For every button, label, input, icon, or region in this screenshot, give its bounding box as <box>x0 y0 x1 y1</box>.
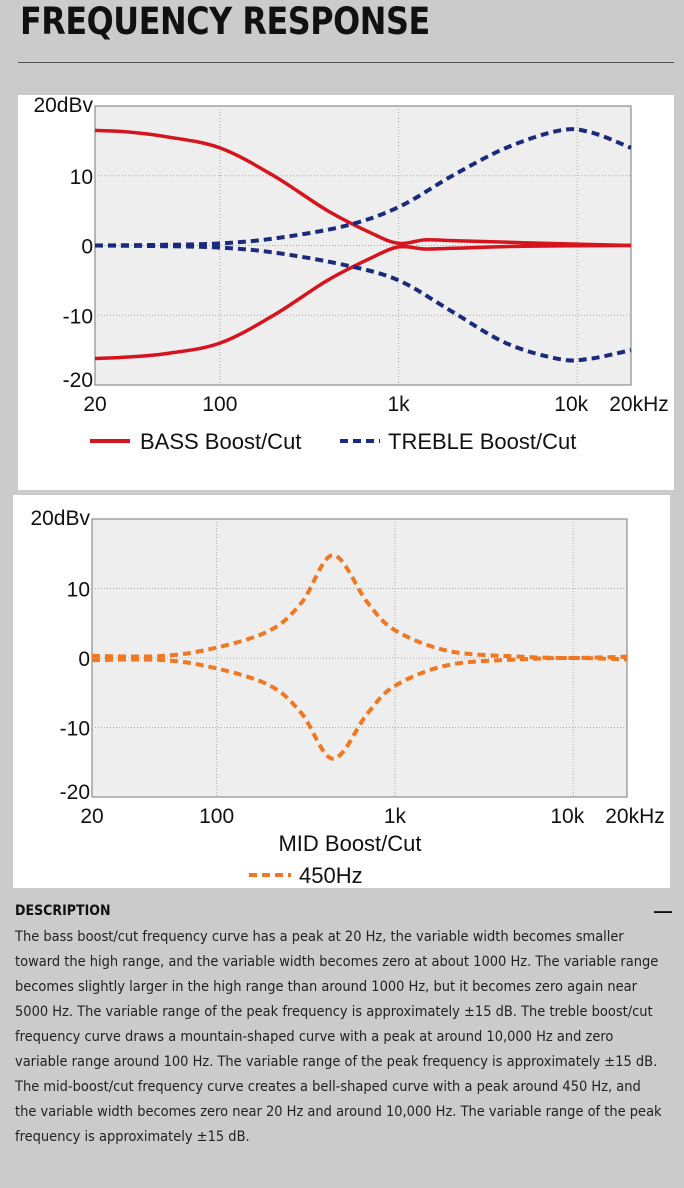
series-line-bass-boost-cut-boost <box>94 128 632 248</box>
description-heading: DESCRIPTION <box>15 903 111 919</box>
x-tick-label: 1k <box>387 393 410 416</box>
y-tick-label: -10 <box>63 305 93 328</box>
description-text: The bass boost/cut frequency curve has a… <box>15 929 662 1145</box>
bass-treble-chart-panel: 20 100 1k 10k 20kHz 20dBv 10 0 -10 -20 BASS Boost/… <box>18 94 674 490</box>
x-tick-label: 20kHz <box>605 805 665 828</box>
series-line-treble-boost-cut-cut <box>94 243 632 363</box>
page-title: FREQUENCY RESPONSE <box>20 0 430 43</box>
y-tick-label: 20dBv <box>30 507 90 530</box>
legend-label-mid: 450Hz <box>299 863 363 888</box>
y-tick-label: -10 <box>60 718 90 741</box>
x-tick-label: 1k <box>384 805 407 828</box>
y-tick-label: -20 <box>60 781 90 804</box>
y-tick-label: 0 <box>78 648 90 671</box>
x-tick-label: 100 <box>202 393 237 416</box>
y-tick-label: 10 <box>67 579 90 602</box>
x-tick-label: 20kHz <box>609 393 669 416</box>
series-line-450hz-boost <box>91 553 628 661</box>
title-divider <box>18 62 674 63</box>
y-tick-label: 0 <box>81 236 93 259</box>
legend-label-treble: TREBLE Boost/Cut <box>388 429 576 454</box>
x-tick-label: 10k <box>550 805 584 828</box>
mid-chart-panel: 20 100 1k 10k 20kHz 20dBv 10 0 -10 -20 MID Boost/C… <box>13 495 670 888</box>
x-tick-label: 20 <box>80 805 103 828</box>
series-line-450hz-cut <box>91 655 628 761</box>
legend-label-bass: BASS Boost/Cut <box>140 429 301 454</box>
y-tick-label: 10 <box>70 166 93 189</box>
series-line-treble-boost-cut-boost <box>94 127 632 248</box>
x-tick-label: 100 <box>199 805 234 828</box>
chart-title: MID Boost/Cut <box>278 831 421 856</box>
x-tick-label: 10k <box>554 393 588 416</box>
series-line-bass-boost-cut-cut <box>94 243 632 361</box>
y-tick-label: 20dBv <box>33 95 93 117</box>
x-tick-label: 20 <box>83 393 106 416</box>
y-tick-label: -20 <box>63 369 93 392</box>
collapse-toggle-button[interactable]: — <box>654 901 672 921</box>
